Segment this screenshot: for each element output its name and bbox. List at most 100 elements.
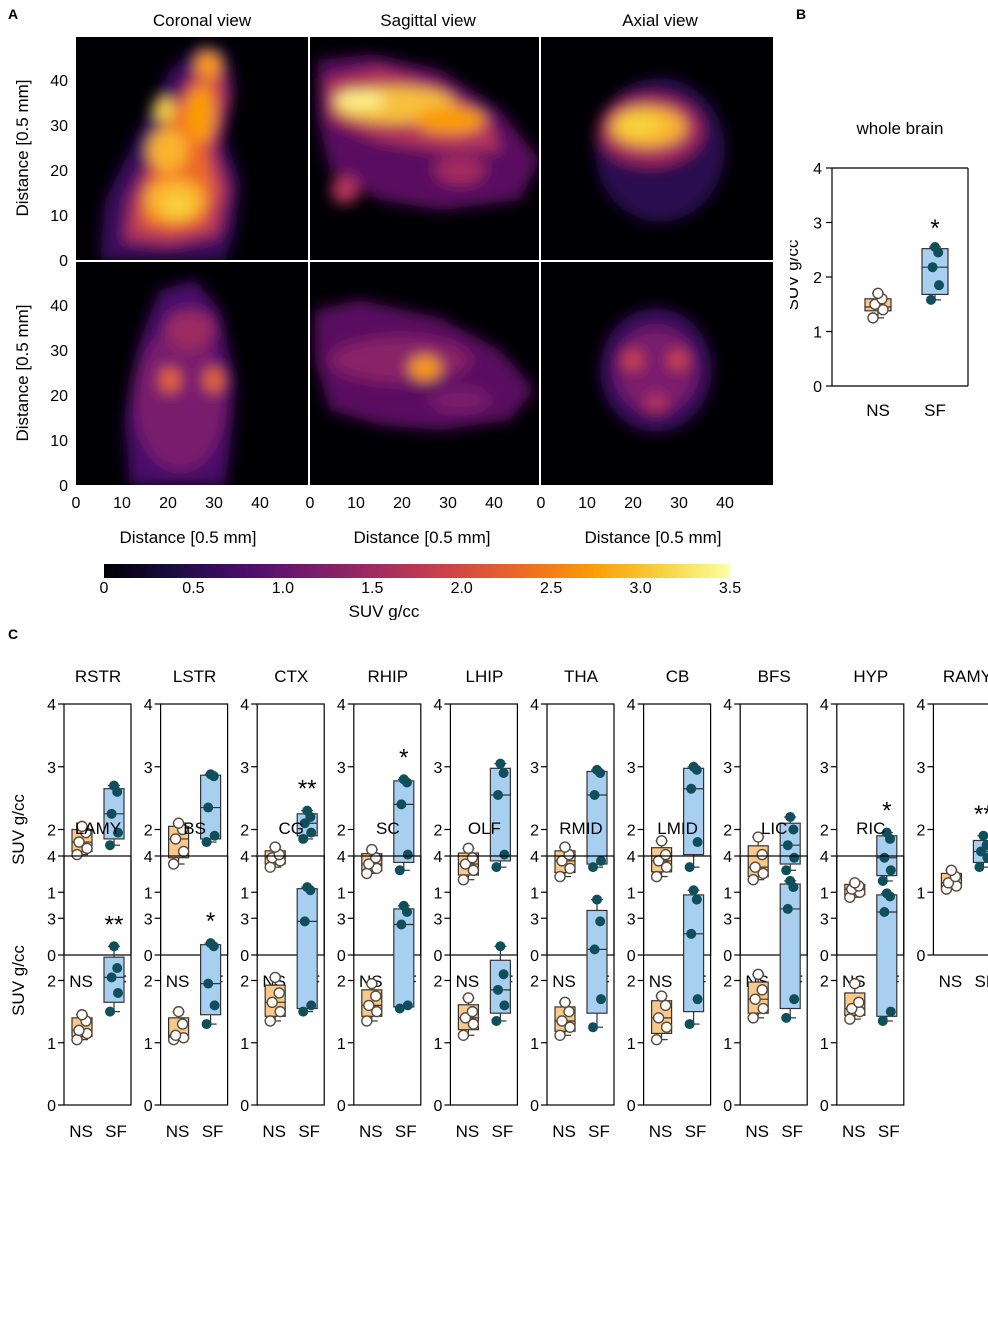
data-point — [459, 1012, 472, 1024]
data-point — [846, 1002, 858, 1015]
data-point — [942, 877, 955, 889]
data-point — [564, 1021, 576, 1033]
y-tick-label: 3 — [433, 911, 442, 928]
data-point — [785, 875, 796, 886]
data-point — [747, 1012, 759, 1024]
data-point — [274, 1005, 286, 1018]
y-tick-label: 0 — [240, 1098, 249, 1115]
data-point — [499, 1000, 510, 1011]
x-tick-label: NS — [166, 972, 190, 991]
data-point — [867, 312, 879, 324]
region-title: HYP — [853, 667, 888, 686]
region-title: BS — [183, 819, 206, 838]
data-point — [493, 984, 503, 995]
y-tick-label: 3 — [723, 760, 732, 777]
data-point — [264, 861, 276, 873]
data-point — [169, 833, 182, 845]
pet-blobs-sagittal-bottom — [315, 300, 535, 430]
data-point — [112, 963, 123, 974]
x-tick-label: NS — [745, 1122, 769, 1141]
y-tick-label: 2 — [916, 823, 925, 840]
x-tick-label: NS — [552, 1122, 576, 1141]
data-point — [596, 855, 606, 866]
data-point — [749, 993, 761, 1005]
x-tick-label: NS — [552, 972, 576, 991]
y-tick-label: 1 — [820, 1036, 829, 1053]
region-chart-lmid: LMID 0 1 2 3 4 NS SF — [627, 819, 712, 1141]
region-chart-cg: CG 0 1 2 3 4 NS SF — [240, 819, 325, 1141]
data-point — [396, 919, 407, 930]
y-tick-label: 0 — [916, 948, 925, 965]
y-tick-label: 1 — [627, 1036, 636, 1053]
data-point — [266, 996, 278, 1008]
data-point — [177, 845, 190, 858]
data-point — [394, 1003, 405, 1014]
region-title: LAMY — [75, 819, 121, 838]
data-point — [978, 830, 988, 841]
pet-blobs-axial-top — [595, 78, 725, 222]
region-chart-ramy: RAMY 0 1 2 3 4 NS SF ** — [916, 667, 988, 991]
x-tick-label: NS — [262, 1122, 286, 1141]
data-point — [877, 875, 888, 886]
data-point — [588, 862, 598, 873]
y-tick-label: 4 — [627, 849, 636, 866]
y-tick-label: 3 — [820, 760, 829, 777]
plot-frame — [932, 703, 988, 956]
data-point — [306, 827, 317, 838]
y-tick-label: 0 — [530, 1098, 539, 1115]
data-point — [113, 987, 123, 998]
data-point — [781, 865, 792, 876]
y-tick-label: 1 — [723, 1036, 732, 1053]
whole-brain-chart: whole brain 0 1 2 3 4 SUV g/cc NS SF * — [790, 119, 969, 420]
data-point — [495, 941, 506, 952]
colorbar-tick-label: 2.0 — [451, 580, 473, 597]
data-point — [684, 862, 695, 873]
data-point — [361, 867, 373, 880]
x-tick-label: SF — [395, 1122, 417, 1141]
data-point — [402, 849, 413, 860]
ytick-label-top: 40 — [50, 73, 68, 90]
data-point — [559, 841, 571, 853]
data-point — [564, 862, 576, 875]
pet-blobs-coronal-bottom — [125, 280, 235, 485]
xtick-label: 10 — [347, 495, 365, 512]
data-point — [396, 799, 407, 810]
y-tick-label: 4 — [240, 697, 249, 714]
data-point — [105, 840, 115, 851]
y-tick-label: 3 — [627, 760, 636, 777]
y-tick-label: 1 — [144, 885, 153, 902]
region-title: RSTR — [75, 667, 121, 686]
data-point — [659, 999, 672, 1012]
region-chart-bs: BS 0 1 2 3 4 NS SF * — [144, 819, 229, 1141]
data-point — [363, 858, 375, 870]
data-point — [686, 928, 697, 939]
x-tick-label: SF — [588, 1122, 610, 1141]
data-point — [203, 978, 214, 989]
data-point — [371, 1005, 383, 1018]
data-point — [752, 831, 764, 843]
colorbar-tick-label: 3.5 — [719, 580, 741, 597]
data-point — [366, 977, 378, 990]
box-iqr — [586, 909, 608, 1014]
y-tick-label: 4 — [47, 849, 56, 866]
region-chart-rmid: RMID 0 1 2 3 4 NS SF — [530, 819, 615, 1141]
data-point — [491, 862, 502, 873]
region-title: RIC — [856, 819, 885, 838]
y-tick-label: 2 — [47, 974, 56, 991]
significance-marker: * — [882, 798, 891, 825]
data-point — [686, 783, 697, 794]
y-tick-label: 4 — [337, 849, 346, 866]
data-point — [81, 842, 93, 855]
ytick-label-bottom: 40 — [50, 298, 68, 315]
x-tick-label: SF — [878, 1122, 900, 1141]
x-axis-label: Distance [0.5 mm] — [120, 528, 257, 547]
y-tick-label: 3 — [723, 911, 732, 928]
data-point — [589, 944, 600, 955]
data-point — [495, 758, 506, 769]
data-point — [554, 1029, 566, 1041]
ytick-label-bottom: 0 — [59, 478, 68, 495]
data-point — [688, 761, 699, 772]
significance-marker: ** — [298, 776, 317, 803]
data-point — [109, 780, 119, 791]
data-point — [556, 1015, 568, 1027]
